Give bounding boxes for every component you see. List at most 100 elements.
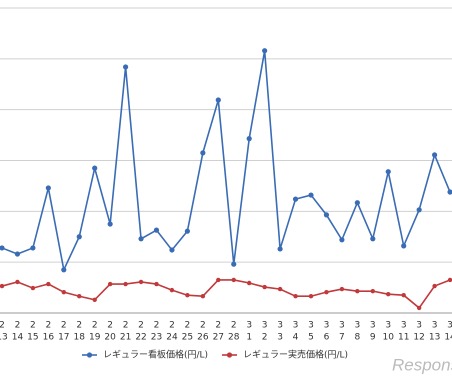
watermark: Response	[392, 355, 452, 374]
x-tick-month: 2	[231, 321, 237, 331]
data-point	[169, 287, 175, 293]
x-tick-day: 14	[444, 333, 452, 343]
x-tick-day: 4	[293, 333, 299, 343]
x-tick-month: 3	[447, 321, 452, 331]
series-line	[1, 279, 451, 310]
data-point	[123, 281, 128, 287]
data-point	[432, 283, 437, 289]
data-point	[153, 227, 160, 233]
x-tick-day: 26	[197, 333, 209, 343]
data-point	[138, 279, 144, 285]
legend-marker	[226, 352, 233, 358]
x-tick-day: 5	[308, 333, 314, 343]
data-point	[76, 234, 82, 240]
x-tick-month: 3	[370, 321, 376, 331]
x-tick-month: 2	[154, 321, 160, 331]
x-tick-day: 7	[339, 333, 345, 343]
series-line	[1, 50, 451, 273]
x-tick-month: 2	[200, 321, 206, 331]
x-tick-day: 8	[354, 333, 360, 343]
x-tick-month: 3	[432, 321, 438, 331]
legend-label: レギュラー看板価格(円/L)	[103, 349, 208, 361]
data-point	[339, 286, 345, 292]
x-tick-month: 3	[308, 321, 314, 331]
x-tick-day: 11	[398, 333, 409, 343]
data-point	[339, 237, 345, 243]
x-tick-day: 13	[0, 333, 8, 343]
x-tick-month: 2	[45, 321, 51, 331]
data-point	[0, 245, 5, 251]
data-point	[200, 150, 206, 156]
x-tick-day: 19	[89, 333, 101, 343]
x-tick-day: 28	[228, 333, 240, 343]
x-tick-day: 18	[74, 333, 86, 343]
data-point	[200, 294, 206, 299]
data-point	[246, 136, 252, 142]
x-tick-day: 20	[104, 333, 116, 343]
x-tick-month: 2	[61, 321, 67, 331]
data-point	[262, 284, 267, 290]
x-tick-month: 2	[107, 321, 113, 331]
x-tick-day: 22	[135, 333, 146, 343]
data-point	[30, 245, 36, 251]
data-point	[154, 281, 159, 287]
x-tick-month: 2	[185, 321, 191, 331]
data-point	[231, 277, 236, 283]
data-point	[262, 48, 268, 54]
data-point	[107, 221, 113, 227]
data-point	[386, 291, 391, 297]
data-point	[30, 285, 36, 291]
data-point	[447, 277, 452, 283]
data-point	[92, 297, 97, 302]
x-tick-day: 12	[413, 333, 424, 343]
x-tick-month: 3	[385, 321, 391, 331]
x-tick-day: 17	[58, 333, 69, 343]
data-point	[370, 288, 375, 294]
data-point	[370, 236, 376, 242]
data-point	[92, 165, 98, 171]
x-tick-day: 16	[43, 333, 55, 343]
x-tick-month: 3	[246, 321, 252, 331]
data-point	[324, 289, 329, 295]
x-tick-month: 2	[15, 321, 21, 331]
data-point	[416, 207, 422, 213]
data-point	[292, 196, 299, 202]
data-point	[247, 280, 252, 286]
data-point	[354, 200, 360, 206]
data-point	[308, 192, 314, 198]
x-tick-day: 9	[370, 333, 376, 343]
data-point	[385, 169, 391, 175]
data-point	[169, 247, 175, 253]
data-point	[293, 294, 298, 299]
x-tick-day: 14	[12, 333, 24, 343]
x-tick-month: 2	[169, 321, 175, 331]
data-point	[215, 97, 221, 103]
data-point	[216, 277, 221, 283]
data-point	[277, 286, 283, 292]
x-tick-month: 2	[0, 321, 5, 331]
data-point	[46, 281, 51, 287]
data-point	[432, 152, 438, 158]
legend-label: レギュラー実売価格(円/L)	[243, 349, 348, 361]
data-point	[45, 185, 51, 191]
x-tick-day: 24	[166, 333, 178, 343]
x-tick-day: 3	[277, 333, 283, 343]
data-point	[355, 288, 360, 294]
x-tick-day: 25	[182, 333, 193, 343]
x-tick-month: 3	[354, 321, 360, 331]
x-tick-day: 13	[429, 333, 440, 343]
data-point	[401, 293, 406, 298]
data-point	[308, 294, 314, 299]
x-tick-month: 3	[293, 321, 299, 331]
data-point	[77, 294, 82, 299]
data-point	[416, 305, 422, 311]
data-point	[323, 212, 330, 218]
x-tick-month: 3	[277, 321, 283, 331]
data-point	[401, 243, 407, 249]
x-tick-day: 6	[324, 333, 330, 343]
data-point	[14, 251, 21, 257]
x-tick-month: 2	[215, 321, 221, 331]
x-tick-day: 10	[383, 333, 395, 343]
data-point	[123, 64, 129, 70]
